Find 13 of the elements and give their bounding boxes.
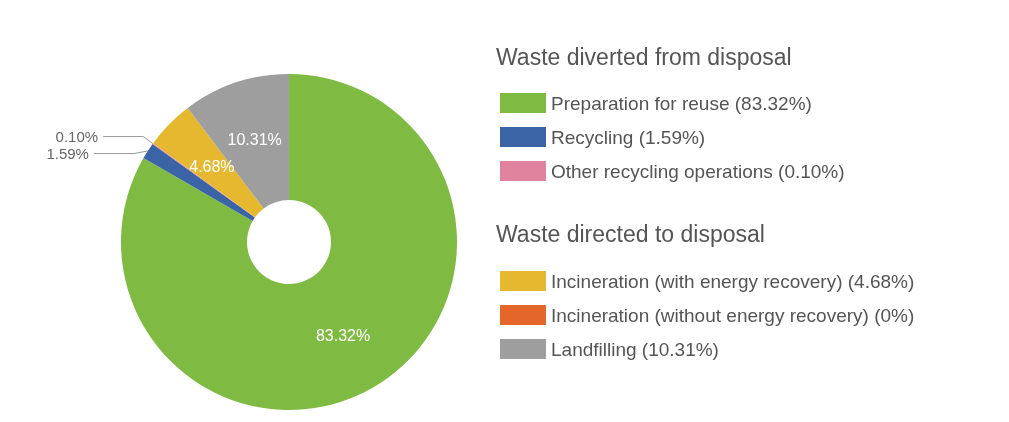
- text: Waste directed to disposal: [496, 220, 765, 247]
- legend-label: Other recycling operations (0.10%): [551, 160, 845, 182]
- legend-label: Recycling (1.59%): [551, 126, 706, 148]
- legend-label: Incineration (without energy recovery) (0%): [551, 304, 915, 326]
- data-label: 0.10%: [55, 128, 99, 146]
- legend-label: Incineration (with energy recovery) (4.68%): [551, 270, 915, 292]
- legend-label: Preparation for reuse (83.32%): [551, 92, 812, 114]
- data-label: 4.68%: [189, 157, 235, 175]
- data-label: 83.32%: [315, 327, 371, 345]
- legend-title: Waste diverted from disposal: [496, 43, 792, 70]
- data-label: 1.59%: [46, 145, 89, 163]
- legend-label: Landfilling (10.31%): [551, 338, 719, 360]
- data-label: 10.31%: [227, 131, 282, 149]
